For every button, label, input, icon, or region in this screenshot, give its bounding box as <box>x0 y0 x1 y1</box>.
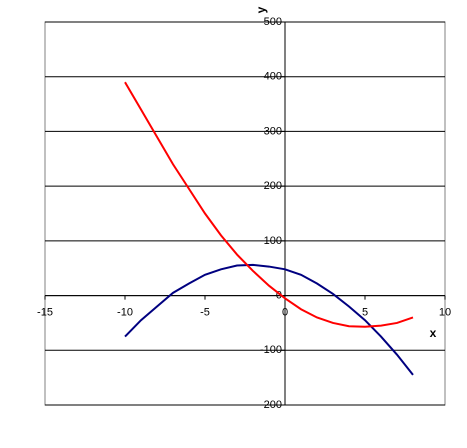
x-tick-label: -5 <box>200 306 210 318</box>
x-tick-label: -15 <box>37 306 53 318</box>
y-tick-label: -200 <box>260 399 282 411</box>
y-tick-label: 500 <box>264 16 282 28</box>
x-axis-title: x <box>430 326 437 340</box>
y-tick-label: 300 <box>264 125 282 137</box>
y-tick-label: 400 <box>264 71 282 83</box>
x-tick-label: -10 <box>117 306 133 318</box>
x-tick-label: 10 <box>439 306 451 318</box>
plot-area <box>44 21 446 406</box>
series-line <box>124 263 414 376</box>
y-axis-title: y <box>254 6 268 13</box>
y-tick-label: 200 <box>264 180 282 192</box>
y-tick-label: 100 <box>264 235 282 247</box>
y-tick-label: -100 <box>260 344 282 356</box>
x-tick-label: 5 <box>362 306 368 318</box>
series-line <box>124 81 414 328</box>
